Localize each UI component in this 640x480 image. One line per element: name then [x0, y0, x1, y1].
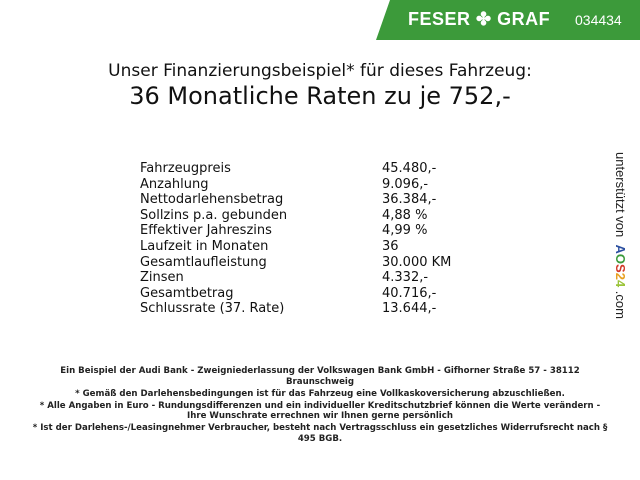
row-value: 4,88 % [382, 207, 428, 223]
aos24-logo: AOS24 [613, 244, 628, 288]
row-label: Effektiver Jahreszins [140, 223, 272, 239]
row-label: Gesamtlaufleistung [140, 254, 267, 270]
footer-line: * Alle Angaben in Euro - Rundungsdiffere… [39, 400, 601, 422]
row-value: 40.716,- [382, 285, 437, 301]
brand-name: FESER [408, 9, 471, 29]
row-label: Sollzins p.a. gebunden [140, 207, 288, 223]
sponsor-suffix: .com [613, 290, 628, 319]
sponsor-text: unterstützt von [613, 152, 628, 238]
finance-table: Fahrzeugpreis 45.480,- Anzahlung 9.096,- Net… [140, 161, 451, 317]
row-value: 45.480,- [382, 161, 437, 176]
row-label: Anzahlung [140, 176, 209, 192]
table-row: Anzahlung 9.096,- [140, 177, 451, 193]
row-value: 9.096,- [382, 176, 429, 192]
table-row: Nettodarlehensbetrag 36.384,- [140, 192, 451, 208]
brand-name-2: GRAF [497, 9, 551, 29]
clover-icon: ✤ [476, 9, 492, 29]
table-row: Gesamtlaufleistung 30.000 KM [140, 255, 451, 271]
table-row: Zinsen 4.332,- [140, 270, 451, 286]
row-label: Nettodarlehensbetrag [140, 192, 284, 208]
table-row: Laufzeit in Monaten 36 [140, 239, 451, 255]
row-label: Fahrzeugpreis [140, 161, 231, 176]
row-value: 36.384,- [382, 192, 437, 208]
row-value: 4.332,- [382, 270, 429, 286]
title-line2: 36 Monatliche Raten zu je 752,- [129, 82, 511, 110]
row-value: 13.644,- [382, 301, 437, 317]
table-row: Gesamtbetrag 40.716,- [140, 286, 451, 302]
brand-logo: FESER ✤ GRAF [408, 9, 550, 30]
row-value: 36 [382, 238, 399, 254]
footer-line: * Ist der Darlehens-/Leasingnehmer Verbr… [32, 423, 608, 444]
row-label: Gesamtbetrag [140, 285, 234, 301]
header-band [376, 0, 640, 40]
table-row: Effektiver Jahreszins 4,99 % [140, 223, 451, 239]
sponsor-credit: unterstützt von AOS24 .com [613, 152, 628, 319]
footer-disclaimer: Ein Beispiel der Audi Bank - Zweignieder… [30, 366, 610, 446]
vehicle-code: 034434 [575, 12, 622, 28]
row-label: Schlussrate (37. Rate) [140, 301, 285, 317]
table-row: Schlussrate (37. Rate) 13.644,- [140, 301, 451, 317]
row-label: Zinsen [140, 270, 184, 286]
title-line1: Unser Finanzierungsbeispiel* für dieses … [108, 61, 532, 81]
footer-line: * Gemäß den Darlehensbedingungen ist für… [75, 388, 565, 399]
row-label: Laufzeit in Monaten [140, 238, 269, 254]
table-row: Sollzins p.a. gebunden 4,88 % [140, 208, 451, 224]
row-value: 4,99 % [382, 223, 428, 239]
footer-line: Ein Beispiel der Audi Bank - Zweignieder… [60, 366, 580, 387]
table-row: Fahrzeugpreis 45.480,- [140, 161, 451, 177]
row-value: 30.000 KM [382, 254, 452, 270]
